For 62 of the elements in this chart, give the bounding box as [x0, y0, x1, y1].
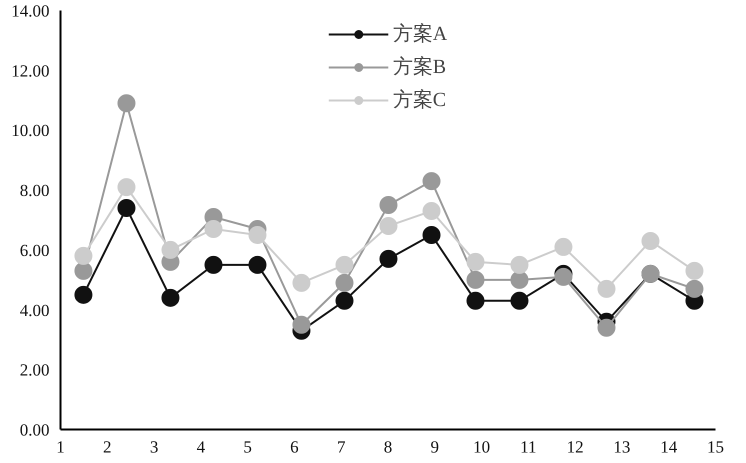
x-tick-label: 1	[56, 438, 65, 456]
point	[510, 256, 528, 274]
legend-label: 方案B	[392, 55, 446, 80]
point	[597, 318, 616, 337]
x-tick-label: 14	[660, 438, 678, 456]
point	[379, 196, 398, 214]
x-tick-label: 2	[103, 438, 112, 456]
legend-label: 方案C	[392, 88, 446, 113]
point	[422, 202, 441, 220]
point	[335, 292, 354, 310]
point	[422, 172, 441, 190]
point	[685, 280, 704, 298]
point	[597, 280, 616, 298]
point	[248, 256, 266, 274]
point	[74, 262, 92, 280]
x-tick-label: 12	[566, 438, 584, 456]
point	[74, 286, 92, 304]
x-tick-label: 8	[384, 438, 392, 456]
point	[292, 274, 310, 292]
point	[117, 199, 136, 218]
x-tick-label: 10	[473, 438, 490, 456]
point	[554, 268, 572, 286]
y-tick-label: 8.00	[20, 181, 50, 200]
point	[466, 252, 484, 271]
y-tick-label: 6.00	[20, 240, 50, 260]
point	[161, 240, 180, 259]
x-tick-label: 7	[336, 438, 346, 456]
y-tick-label: 4.00	[20, 300, 50, 320]
x-tick-label: 13	[613, 438, 630, 456]
point	[74, 246, 92, 265]
x-tick-label: 15	[707, 438, 724, 456]
y-tick-label: 12.00	[11, 61, 50, 80]
point	[292, 316, 310, 334]
x-tick-label: 9	[430, 438, 440, 456]
y-tick-label: 2.00	[20, 360, 50, 380]
point	[379, 250, 398, 268]
point	[641, 232, 660, 250]
point	[335, 274, 354, 292]
point	[117, 94, 136, 112]
point	[248, 226, 266, 244]
point	[117, 178, 136, 196]
y-tick-label: 10.00	[11, 121, 50, 140]
point	[161, 288, 180, 307]
point	[554, 238, 572, 256]
y-tick-label: 0.00	[20, 420, 50, 440]
x-tick-label: 6	[290, 438, 299, 456]
point	[466, 270, 484, 289]
x-tick-label: 11	[520, 438, 537, 456]
x-tick-label: 4	[196, 438, 206, 456]
point	[466, 292, 484, 310]
legend-label: 方案A	[392, 22, 448, 47]
point	[379, 217, 398, 235]
y-tick-label: 14.00	[11, 2, 50, 20]
x-tick-label: 5	[243, 438, 252, 456]
x-tick-label: 3	[150, 438, 158, 456]
point	[204, 256, 222, 274]
point	[422, 226, 441, 244]
point	[335, 256, 354, 274]
point	[510, 270, 528, 289]
point	[685, 262, 704, 280]
point	[204, 220, 222, 238]
point	[510, 292, 528, 310]
